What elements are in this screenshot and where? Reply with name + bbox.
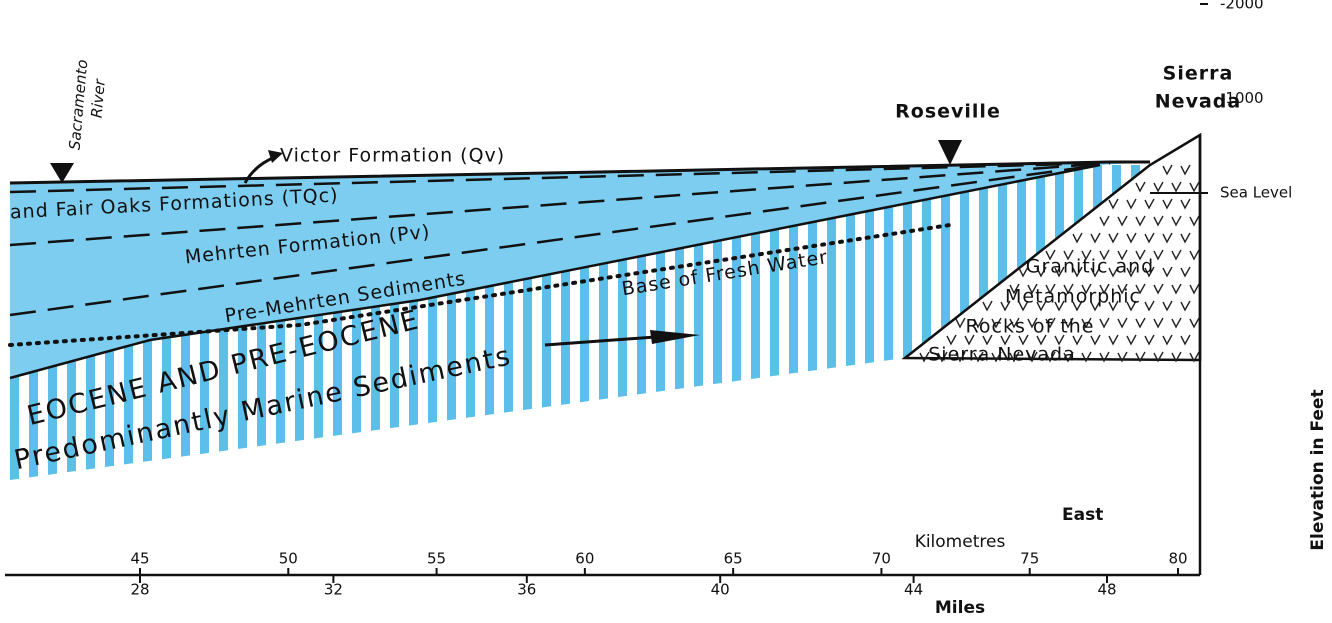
direction-label: East	[1062, 505, 1103, 525]
granite-label: Metamorphic	[1005, 286, 1141, 308]
granite-label: Rocks of the	[966, 316, 1095, 338]
granite-label: Granitic and	[1026, 256, 1154, 278]
mile-tick-label: 44	[904, 581, 923, 599]
km-tick-label: 75	[1020, 550, 1039, 568]
km-tick-label: 80	[1168, 550, 1187, 568]
place-label: Roseville	[895, 101, 1001, 123]
axis-title: Miles	[935, 598, 985, 618]
mile-tick-label: 48	[1097, 581, 1116, 599]
mile-tick-label: 36	[517, 581, 536, 599]
formation-label: Victor Formation (Qv)	[280, 145, 505, 167]
cross-section: Sacramento River Victor Formation (Qv) a…	[0, 0, 1332, 623]
place-label: Sierra	[1163, 63, 1234, 85]
river-marker	[50, 163, 74, 183]
km-tick-label: 45	[130, 550, 149, 568]
mile-tick-label: 32	[324, 581, 343, 599]
y-tick-label: -2000	[1220, 0, 1264, 13]
y-tick-label: Sea Level	[1220, 184, 1292, 202]
km-tick-label: 70	[872, 550, 891, 568]
mile-tick-label: 40	[711, 581, 730, 599]
axis-title: Kilometres	[915, 532, 1006, 552]
y-tick-label: -1000	[1220, 89, 1264, 107]
river-label: River	[88, 78, 109, 119]
km-tick-label: 55	[427, 550, 446, 568]
km-tick-label: 60	[575, 550, 594, 568]
granite-label: Sierra Nevada	[928, 344, 1076, 366]
km-tick-label: 50	[279, 550, 298, 568]
mile-tick-label: 28	[130, 581, 149, 599]
river-label: Sacramento	[66, 59, 92, 151]
km-tick-label: 65	[724, 550, 743, 568]
roseville-marker	[938, 140, 962, 165]
axis-title: Elevation in Feet	[1308, 389, 1328, 550]
